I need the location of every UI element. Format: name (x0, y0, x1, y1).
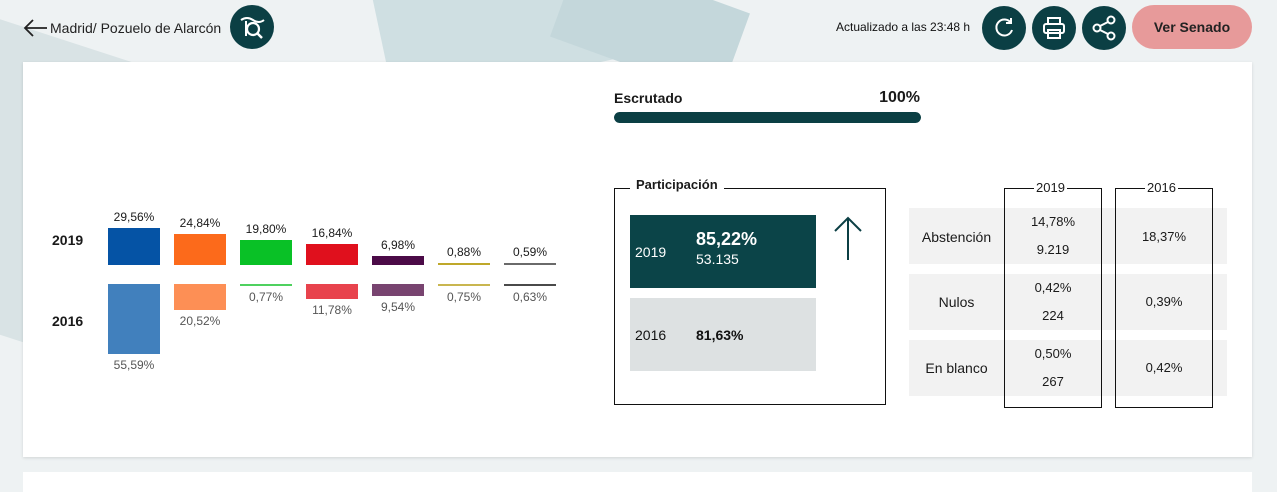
bar-label-2019: 16,84% (311, 225, 353, 240)
refresh-icon (995, 18, 1013, 37)
print-icon (1043, 17, 1065, 39)
bar-2019[interactable] (306, 243, 358, 265)
column-2016-title: 2016 (1145, 180, 1178, 195)
bar-2016[interactable] (108, 284, 160, 354)
cell-2019-num: 267 (1042, 374, 1064, 389)
top-bar: Madrid/ Pozuelo de Alarcón Actualizado a… (0, 0, 1277, 58)
table-row (909, 340, 1227, 396)
share-button[interactable] (1082, 6, 1126, 50)
participation-2019: 2019 85,22% 53.135 (630, 215, 816, 288)
next-card (23, 472, 1252, 492)
bar-label-2019: 6,98% (380, 238, 416, 253)
cell-2019-num: 9.219 (1036, 242, 1070, 257)
table-row (909, 208, 1227, 264)
cell-2019-pct: 14,78% (1030, 214, 1076, 229)
bar-2019[interactable] (438, 263, 490, 265)
cell-2019-pct: 0,42% (1034, 280, 1072, 295)
bar-label-2019: 0,59% (512, 245, 548, 259)
arrow-left-icon (23, 19, 47, 37)
participation-year: 2016 (635, 327, 667, 343)
bar-label-2019: 19,80% (245, 222, 287, 237)
column-2019-title: 2019 (1034, 180, 1067, 195)
bar-label-2019: 0,88% (446, 245, 482, 259)
year-label-2019: 2019 (52, 232, 84, 248)
bar-2019[interactable] (108, 228, 160, 265)
refresh-button[interactable] (982, 6, 1026, 50)
row-label-nulos: Nulos (938, 294, 975, 310)
participation-votes: 53.135 (696, 251, 739, 267)
participation-pct: 81,63% (696, 327, 744, 343)
bar-label-2019: 24,84% (179, 215, 221, 230)
bar-2019[interactable] (174, 233, 226, 265)
cell-2016-pct: 0,42% (1145, 360, 1183, 375)
search-logo-icon[interactable] (230, 5, 274, 49)
bar-label-2016: 0,63% (512, 290, 548, 304)
cell-2019-pct: 0,50% (1034, 346, 1072, 361)
bar-label-2016: 0,75% (446, 290, 482, 304)
escrutado-label: Escrutado (614, 90, 683, 106)
participation-year: 2019 (635, 244, 667, 260)
participation-2016: 2016 81,63% (630, 298, 816, 371)
escrutado-progress (614, 112, 921, 123)
participation-box (614, 188, 886, 405)
bar-label-2016: 55,59% (113, 357, 155, 372)
arrow-up-icon (834, 216, 862, 260)
share-icon (1092, 15, 1116, 41)
bar-2019[interactable] (372, 256, 424, 265)
participation-title: Participación (630, 177, 724, 192)
updated-time: Actualizado a las 23:48 h (836, 20, 971, 34)
bar-label-2016: 11,78% (312, 302, 352, 317)
bar-2019[interactable] (240, 240, 292, 265)
bar-2019[interactable] (504, 263, 556, 265)
ver-senado-button[interactable]: Ver Senado (1132, 5, 1252, 49)
escrutado-value: 100% (879, 89, 920, 106)
cell-2019-num: 224 (1042, 308, 1064, 323)
bar-label-2016: 0,77% (248, 290, 284, 304)
cell-2016-pct: 0,39% (1145, 294, 1183, 309)
print-button[interactable] (1032, 6, 1076, 50)
year-label-2016: 2016 (52, 313, 84, 329)
bar-2016[interactable] (240, 284, 292, 286)
bar-2016[interactable] (372, 284, 424, 296)
bar-2016[interactable] (306, 284, 358, 299)
cell-2016-pct: 18,37% (1141, 229, 1187, 244)
bar-label-2016: 20,52% (179, 313, 221, 328)
bar-label-2016: 9,54% (380, 299, 416, 314)
row-label-en-blanco: En blanco (925, 360, 988, 376)
location-breadcrumb: Madrid/ Pozuelo de Alarcón (50, 20, 222, 36)
escrutado-progress-fill (614, 112, 921, 123)
bar-2016[interactable] (438, 284, 490, 286)
back-link[interactable]: Madrid/ Pozuelo de Alarcón (22, 18, 221, 38)
table-row (909, 274, 1227, 330)
bar-2016[interactable] (504, 284, 556, 286)
participation-pct: 85,22% (696, 229, 758, 249)
bar-label-2019: 29,56% (113, 210, 155, 224)
row-label-abstencion: Abstención (921, 229, 992, 245)
bar-2016[interactable] (174, 284, 226, 310)
